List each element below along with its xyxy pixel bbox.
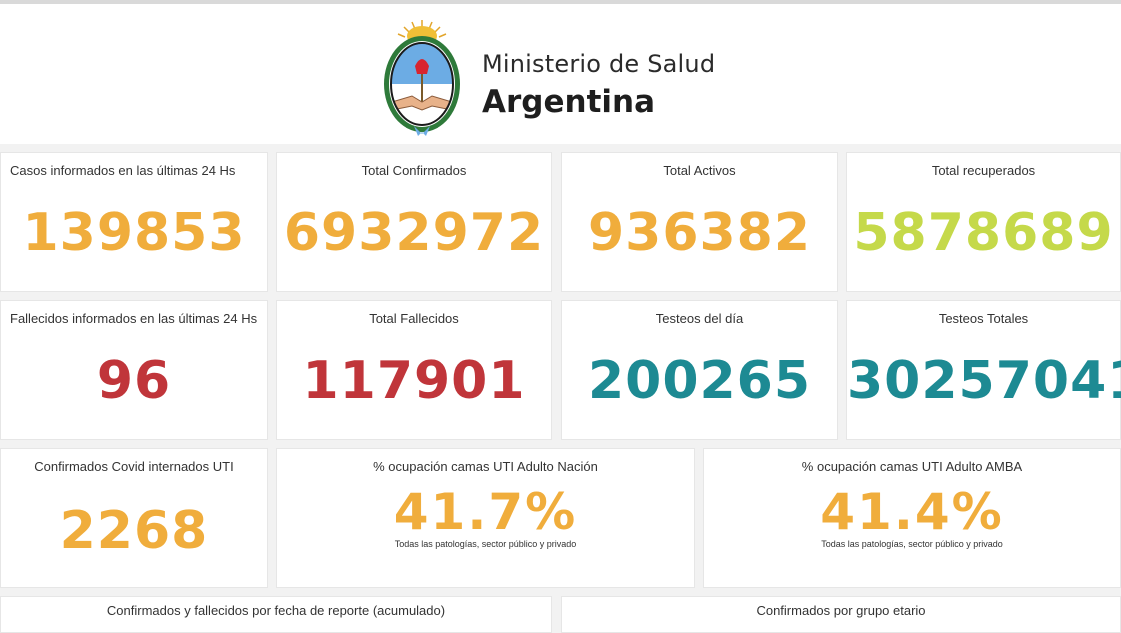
card-ocupacion-amba: % ocupación camas UTI Adulto AMBA 41.4% … xyxy=(703,448,1121,588)
card-label: Total Confirmados xyxy=(361,163,467,178)
card-label: Casos informados en las últimas 24 Hs xyxy=(10,163,236,178)
card-label: Fallecidos informados en las últimas 24 … xyxy=(10,311,258,326)
card-label: Total recuperados xyxy=(931,163,1036,178)
card-label: Confirmados Covid internados UTI xyxy=(34,459,234,474)
page-header: Ministerio de Salud Argentina xyxy=(0,4,1121,144)
top-bar xyxy=(0,0,1121,4)
card-label: % ocupación camas UTI Adulto AMBA xyxy=(801,459,1023,474)
card-ocupacion-nacion: % ocupación camas UTI Adulto Nación 41.7… xyxy=(276,448,695,588)
card-value: 30257041 xyxy=(847,351,1121,411)
card-note: Todas las patologías, sector público y p… xyxy=(821,539,1003,549)
card-value: 936382 xyxy=(587,203,812,263)
card-total-fallecidos: Total Fallecidos 117901 xyxy=(276,300,552,440)
card-value: 139853 xyxy=(22,203,246,263)
section-title: Confirmados por grupo etario xyxy=(756,603,926,618)
card-total-confirmados: Total Confirmados 6932972 xyxy=(276,152,552,292)
card-value: 96 xyxy=(96,351,172,411)
card-label: % ocupación camas UTI Adulto Nación xyxy=(373,459,598,474)
section-grupo-etario: Confirmados por grupo etario xyxy=(561,596,1121,633)
card-note: Todas las patologías, sector público y p… xyxy=(394,539,577,549)
country-name: Argentina xyxy=(482,84,655,120)
card-value: 5878689 xyxy=(853,203,1114,263)
card-value: 6932972 xyxy=(283,203,545,263)
card-label: Testeos Totales xyxy=(938,311,1029,326)
card-casos-24h: Casos informados en las últimas 24 Hs 13… xyxy=(0,152,268,292)
section-fecha-reporte: Confirmados y fallecidos por fecha de re… xyxy=(0,596,552,633)
card-fallecidos-24h: Fallecidos informados en las últimas 24 … xyxy=(0,300,268,440)
card-total-recuperados: Total recuperados 5878689 xyxy=(846,152,1121,292)
card-value: 41.7% xyxy=(393,483,578,541)
section-title: Confirmados y fallecidos por fecha de re… xyxy=(106,603,446,618)
card-value: 2268 xyxy=(59,501,209,561)
card-value: 200265 xyxy=(587,351,812,411)
card-value: 41.4% xyxy=(820,483,1004,541)
card-label: Testeos del día xyxy=(655,311,744,326)
argentina-coat-of-arms-icon xyxy=(384,20,460,136)
card-total-activos: Total Activos 936382 xyxy=(561,152,838,292)
card-internados-uti: Confirmados Covid internados UTI 2268 xyxy=(0,448,268,588)
card-label: Total Activos xyxy=(663,163,736,178)
card-testeos-dia: Testeos del día 200265 xyxy=(561,300,838,440)
ministry-name: Ministerio de Salud xyxy=(482,50,716,78)
card-label: Total Fallecidos xyxy=(369,311,459,326)
card-value: 117901 xyxy=(302,351,526,411)
card-testeos-totales: Testeos Totales 30257041 xyxy=(846,300,1121,440)
